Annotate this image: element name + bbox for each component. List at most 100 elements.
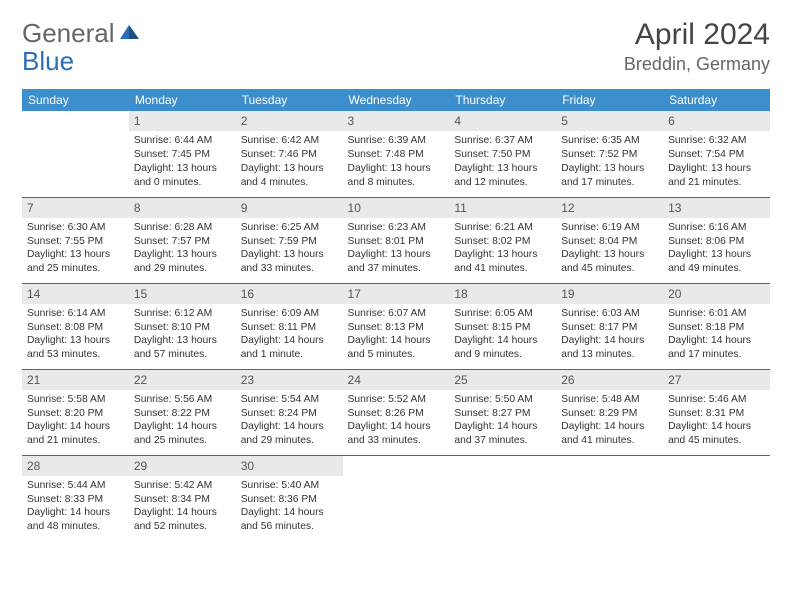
calendar-cell: 8 Sunrise: 6:28 AMSunset: 7:57 PMDaylight… — [129, 197, 236, 283]
sunset: Sunset: 8:01 PM — [348, 235, 445, 249]
calendar-cell: 9Sunrise: 6:25 AMSunset: 7:59 PMDaylight… — [236, 197, 343, 283]
day-data: Sunrise: 5:44 AMSunset: 8:33 PMDaylight:… — [22, 476, 129, 537]
sunset: Sunset: 8:36 PM — [241, 493, 338, 507]
calendar-cell: 7Sunrise: 6:30 AMSunset: 7:55 PMDaylight… — [22, 197, 129, 283]
calendar-cell: 27Sunrise: 5:46 AMSunset: 8:31 PMDayligh… — [663, 369, 770, 455]
sunset: Sunset: 8:33 PM — [27, 493, 124, 507]
daylight: Daylight: 13 hours and 57 minutes. — [134, 334, 231, 362]
sunrise: Sunrise: 6:25 AM — [241, 221, 338, 235]
sunset: Sunset: 8:11 PM — [241, 321, 338, 335]
sunset: Sunset: 8:29 PM — [561, 407, 658, 421]
sunset: Sunset: 8:24 PM — [241, 407, 338, 421]
day-number: 29 — [129, 456, 236, 476]
day-number: 24 — [343, 370, 450, 390]
daylight: Daylight: 13 hours and 12 minutes. — [454, 162, 551, 190]
sunset: Sunset: 8:20 PM — [27, 407, 124, 421]
sunset: Sunset: 8:34 PM — [134, 493, 231, 507]
sunrise: Sunrise: 6:21 AM — [454, 221, 551, 235]
sunrise: Sunrise: 5:40 AM — [241, 479, 338, 493]
day-number: 17 — [343, 284, 450, 304]
day-data: Sunrise: 6:07 AMSunset: 8:13 PMDaylight:… — [343, 304, 450, 365]
header: General April 2024 Breddin, Germany — [22, 18, 770, 75]
day-data: Sunrise: 6:09 AMSunset: 8:11 PMDaylight:… — [236, 304, 343, 365]
day-data: Sunrise: 6:42 AMSunset: 7:46 PMDaylight:… — [236, 131, 343, 192]
sunset: Sunset: 7:57 PM — [134, 235, 231, 249]
daylight: Daylight: 14 hours and 52 minutes. — [134, 506, 231, 534]
day-data: Sunrise: 5:40 AMSunset: 8:36 PMDaylight:… — [236, 476, 343, 537]
day-number: 27 — [663, 370, 770, 390]
day-data: Sunrise: 5:52 AMSunset: 8:26 PMDaylight:… — [343, 390, 450, 451]
day-data: Sunrise: 6:44 AMSunset: 7:45 PMDaylight:… — [129, 131, 236, 192]
sunset: Sunset: 8:18 PM — [668, 321, 765, 335]
day-number: 8 — [129, 198, 236, 218]
day-data: Sunrise: 6:01 AMSunset: 8:18 PMDaylight:… — [663, 304, 770, 365]
day-number: 12 — [556, 198, 663, 218]
day-number: 26 — [556, 370, 663, 390]
day-number: 21 — [22, 370, 129, 390]
sunrise: Sunrise: 6:09 AM — [241, 307, 338, 321]
weekday-header: Monday — [129, 89, 236, 111]
sunrise: Sunrise: 6:28 AM — [134, 221, 231, 235]
sunset: Sunset: 7:59 PM — [241, 235, 338, 249]
sunrise: Sunrise: 6:19 AM — [561, 221, 658, 235]
calendar-cell: 29Sunrise: 5:42 AMSunset: 8:34 PMDayligh… — [129, 455, 236, 541]
calendar-cell: 19Sunrise: 6:03 AMSunset: 8:17 PMDayligh… — [556, 283, 663, 369]
sunset: Sunset: 7:45 PM — [134, 148, 231, 162]
day-number: 7 — [22, 198, 129, 218]
weekday-header: Friday — [556, 89, 663, 111]
sunrise: Sunrise: 6:39 AM — [348, 134, 445, 148]
calendar-cell: 11Sunrise: 6:21 AMSunset: 8:02 PMDayligh… — [449, 197, 556, 283]
day-number: 2 — [236, 111, 343, 131]
sunrise: Sunrise: 5:58 AM — [27, 393, 124, 407]
sunrise: Sunrise: 5:54 AM — [241, 393, 338, 407]
day-data: Sunrise: 5:58 AMSunset: 8:20 PMDaylight:… — [22, 390, 129, 451]
daylight: Daylight: 13 hours and 49 minutes. — [668, 248, 765, 276]
calendar-body: 1Sunrise: 6:44 AMSunset: 7:45 PMDaylight… — [22, 111, 770, 541]
calendar-row: 7Sunrise: 6:30 AMSunset: 7:55 PMDaylight… — [22, 197, 770, 283]
sunset: Sunset: 8:26 PM — [348, 407, 445, 421]
daylight: Daylight: 13 hours and 0 minutes. — [134, 162, 231, 190]
day-number: 25 — [449, 370, 556, 390]
daylight: Daylight: 14 hours and 33 minutes. — [348, 420, 445, 448]
daylight: Daylight: 13 hours and 53 minutes. — [27, 334, 124, 362]
sunrise: Sunrise: 6:12 AM — [134, 307, 231, 321]
calendar-cell: 3Sunrise: 6:39 AMSunset: 7:48 PMDaylight… — [343, 111, 450, 197]
calendar: SundayMondayTuesdayWednesdayThursdayFrid… — [22, 89, 770, 541]
sunrise: Sunrise: 6:32 AM — [668, 134, 765, 148]
day-number: 20 — [663, 284, 770, 304]
sunset: Sunset: 7:54 PM — [668, 148, 765, 162]
sunrise: Sunrise: 6:03 AM — [561, 307, 658, 321]
logo: General — [22, 18, 143, 49]
calendar-header: SundayMondayTuesdayWednesdayThursdayFrid… — [22, 89, 770, 111]
day-number: 22 — [129, 370, 236, 390]
sunset: Sunset: 8:02 PM — [454, 235, 551, 249]
sunset: Sunset: 8:04 PM — [561, 235, 658, 249]
day-data: Sunrise: 6:16 AMSunset: 8:06 PMDaylight:… — [663, 218, 770, 279]
daylight: Daylight: 14 hours and 1 minute. — [241, 334, 338, 362]
daylight: Daylight: 14 hours and 56 minutes. — [241, 506, 338, 534]
calendar-cell — [663, 455, 770, 541]
day-data: Sunrise: 5:46 AMSunset: 8:31 PMDaylight:… — [663, 390, 770, 451]
calendar-cell: 21Sunrise: 5:58 AMSunset: 8:20 PMDayligh… — [22, 369, 129, 455]
calendar-cell — [343, 455, 450, 541]
daylight: Daylight: 13 hours and 29 minutes. — [134, 248, 231, 276]
calendar-cell: 16Sunrise: 6:09 AMSunset: 8:11 PMDayligh… — [236, 283, 343, 369]
day-data: Sunrise: 6:37 AMSunset: 7:50 PMDaylight:… — [449, 131, 556, 192]
daylight: Daylight: 14 hours and 48 minutes. — [27, 506, 124, 534]
sunset: Sunset: 7:48 PM — [348, 148, 445, 162]
weekday-header: Thursday — [449, 89, 556, 111]
day-number: 3 — [343, 111, 450, 131]
daylight: Daylight: 13 hours and 41 minutes. — [454, 248, 551, 276]
calendar-cell — [449, 455, 556, 541]
daylight: Daylight: 13 hours and 37 minutes. — [348, 248, 445, 276]
day-data: Sunrise: 5:54 AMSunset: 8:24 PMDaylight:… — [236, 390, 343, 451]
calendar-cell: 25Sunrise: 5:50 AMSunset: 8:27 PMDayligh… — [449, 369, 556, 455]
calendar-cell: 22Sunrise: 5:56 AMSunset: 8:22 PMDayligh… — [129, 369, 236, 455]
calendar-cell: 28Sunrise: 5:44 AMSunset: 8:33 PMDayligh… — [22, 455, 129, 541]
calendar-cell: 18Sunrise: 6:05 AMSunset: 8:15 PMDayligh… — [449, 283, 556, 369]
sunrise: Sunrise: 5:56 AM — [134, 393, 231, 407]
day-data: Sunrise: 6:03 AMSunset: 8:17 PMDaylight:… — [556, 304, 663, 365]
day-data: Sunrise: 6:25 AMSunset: 7:59 PMDaylight:… — [236, 218, 343, 279]
sunrise: Sunrise: 6:14 AM — [27, 307, 124, 321]
daylight: Daylight: 14 hours and 9 minutes. — [454, 334, 551, 362]
